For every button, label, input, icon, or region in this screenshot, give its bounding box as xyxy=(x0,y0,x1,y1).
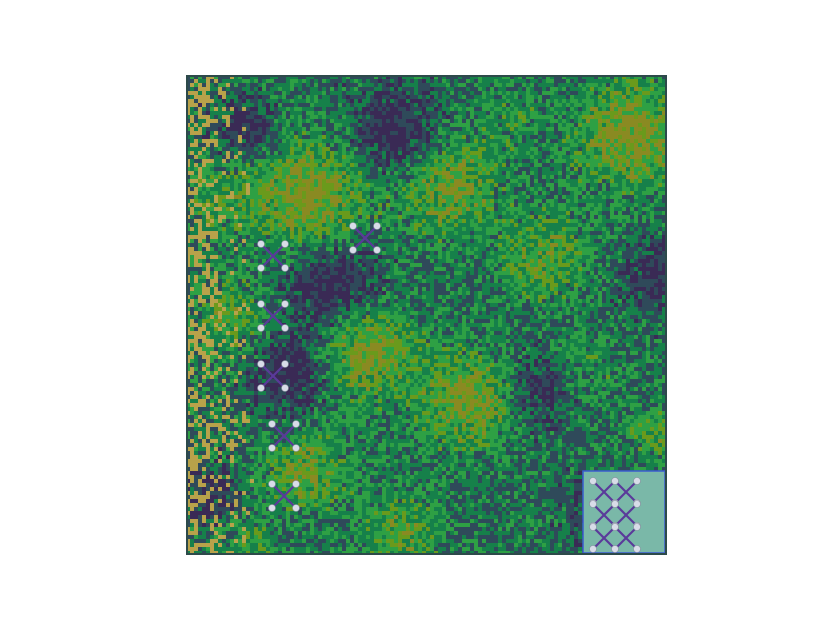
game-board[interactable] xyxy=(186,75,667,555)
cross-marker-icon[interactable] xyxy=(268,480,300,512)
cross-marker-icon[interactable] xyxy=(268,420,300,452)
cross-marker-icon[interactable] xyxy=(257,360,289,392)
minimap-marker-icon xyxy=(611,523,641,553)
cross-marker-icon[interactable] xyxy=(349,222,381,254)
cross-marker-icon[interactable] xyxy=(257,240,289,272)
unit-markers xyxy=(257,222,381,512)
cross-marker-icon[interactable] xyxy=(257,300,289,332)
minimap[interactable] xyxy=(582,470,666,554)
board-frame xyxy=(186,75,667,555)
terrain-map xyxy=(186,75,667,555)
